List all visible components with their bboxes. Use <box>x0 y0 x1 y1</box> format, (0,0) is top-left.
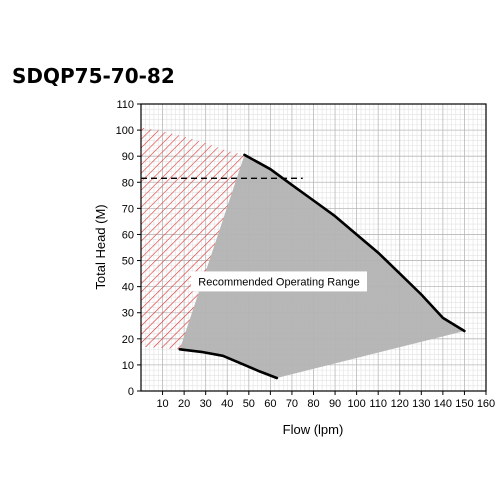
y-tick-label: 70 <box>122 203 134 215</box>
x-tick-label: 30 <box>200 398 212 410</box>
annotation-label: Recommended Operating Range <box>198 276 359 288</box>
y-tick-label: 80 <box>122 177 134 189</box>
x-tick-label: 20 <box>178 398 190 410</box>
min-head-curve <box>178 347 279 380</box>
max-head-curve <box>243 153 466 333</box>
x-tick-label: 70 <box>286 398 298 410</box>
x-tick-label: 130 <box>412 398 430 410</box>
annotation-box <box>191 271 367 292</box>
x-tick-label: 10 <box>156 398 168 410</box>
y-tick-label: 60 <box>122 229 134 241</box>
y-tick-label: 110 <box>116 99 134 111</box>
x-tick-label: 40 <box>221 398 233 410</box>
x-tick-label: 100 <box>347 398 365 410</box>
chart-title: SDQP75-70-82 <box>12 64 175 88</box>
curves <box>141 153 466 380</box>
y-tick-label: 90 <box>122 151 134 163</box>
x-tick-label: 50 <box>243 398 255 410</box>
x-axis-title: Flow (lpm) <box>283 422 344 437</box>
recommended-range-region <box>179 154 465 378</box>
y-tick-label: 100 <box>116 125 134 137</box>
tick-labels: 10 20 30 40 50 60 70 80 90 100 110 120 130 140 150 1600… <box>116 99 496 410</box>
x-tick-label: 80 <box>307 398 319 410</box>
y-tick-label: 20 <box>122 334 134 346</box>
y-tick-label: 40 <box>122 282 134 294</box>
x-tick-label: 60 <box>264 398 276 410</box>
recommended-range-annotation: Recommended Operating Range <box>191 271 367 292</box>
y-tick-label: 10 <box>122 360 134 372</box>
y-tick-label: 0 <box>128 386 134 398</box>
x-tick-label: 90 <box>329 398 341 410</box>
x-tick-label: 160 <box>477 398 495 410</box>
hatched-zone <box>141 127 245 350</box>
x-tick-label: 120 <box>391 398 409 410</box>
x-tick-label: 150 <box>455 398 473 410</box>
x-tick-label: 140 <box>434 398 452 410</box>
x-tick-label: 110 <box>369 398 387 410</box>
y-tick-label: 30 <box>122 308 134 320</box>
regions <box>141 127 465 378</box>
axes <box>137 103 487 395</box>
y-axis-title: Total Head (M) <box>93 204 108 289</box>
y-tick-label: 50 <box>122 256 134 268</box>
